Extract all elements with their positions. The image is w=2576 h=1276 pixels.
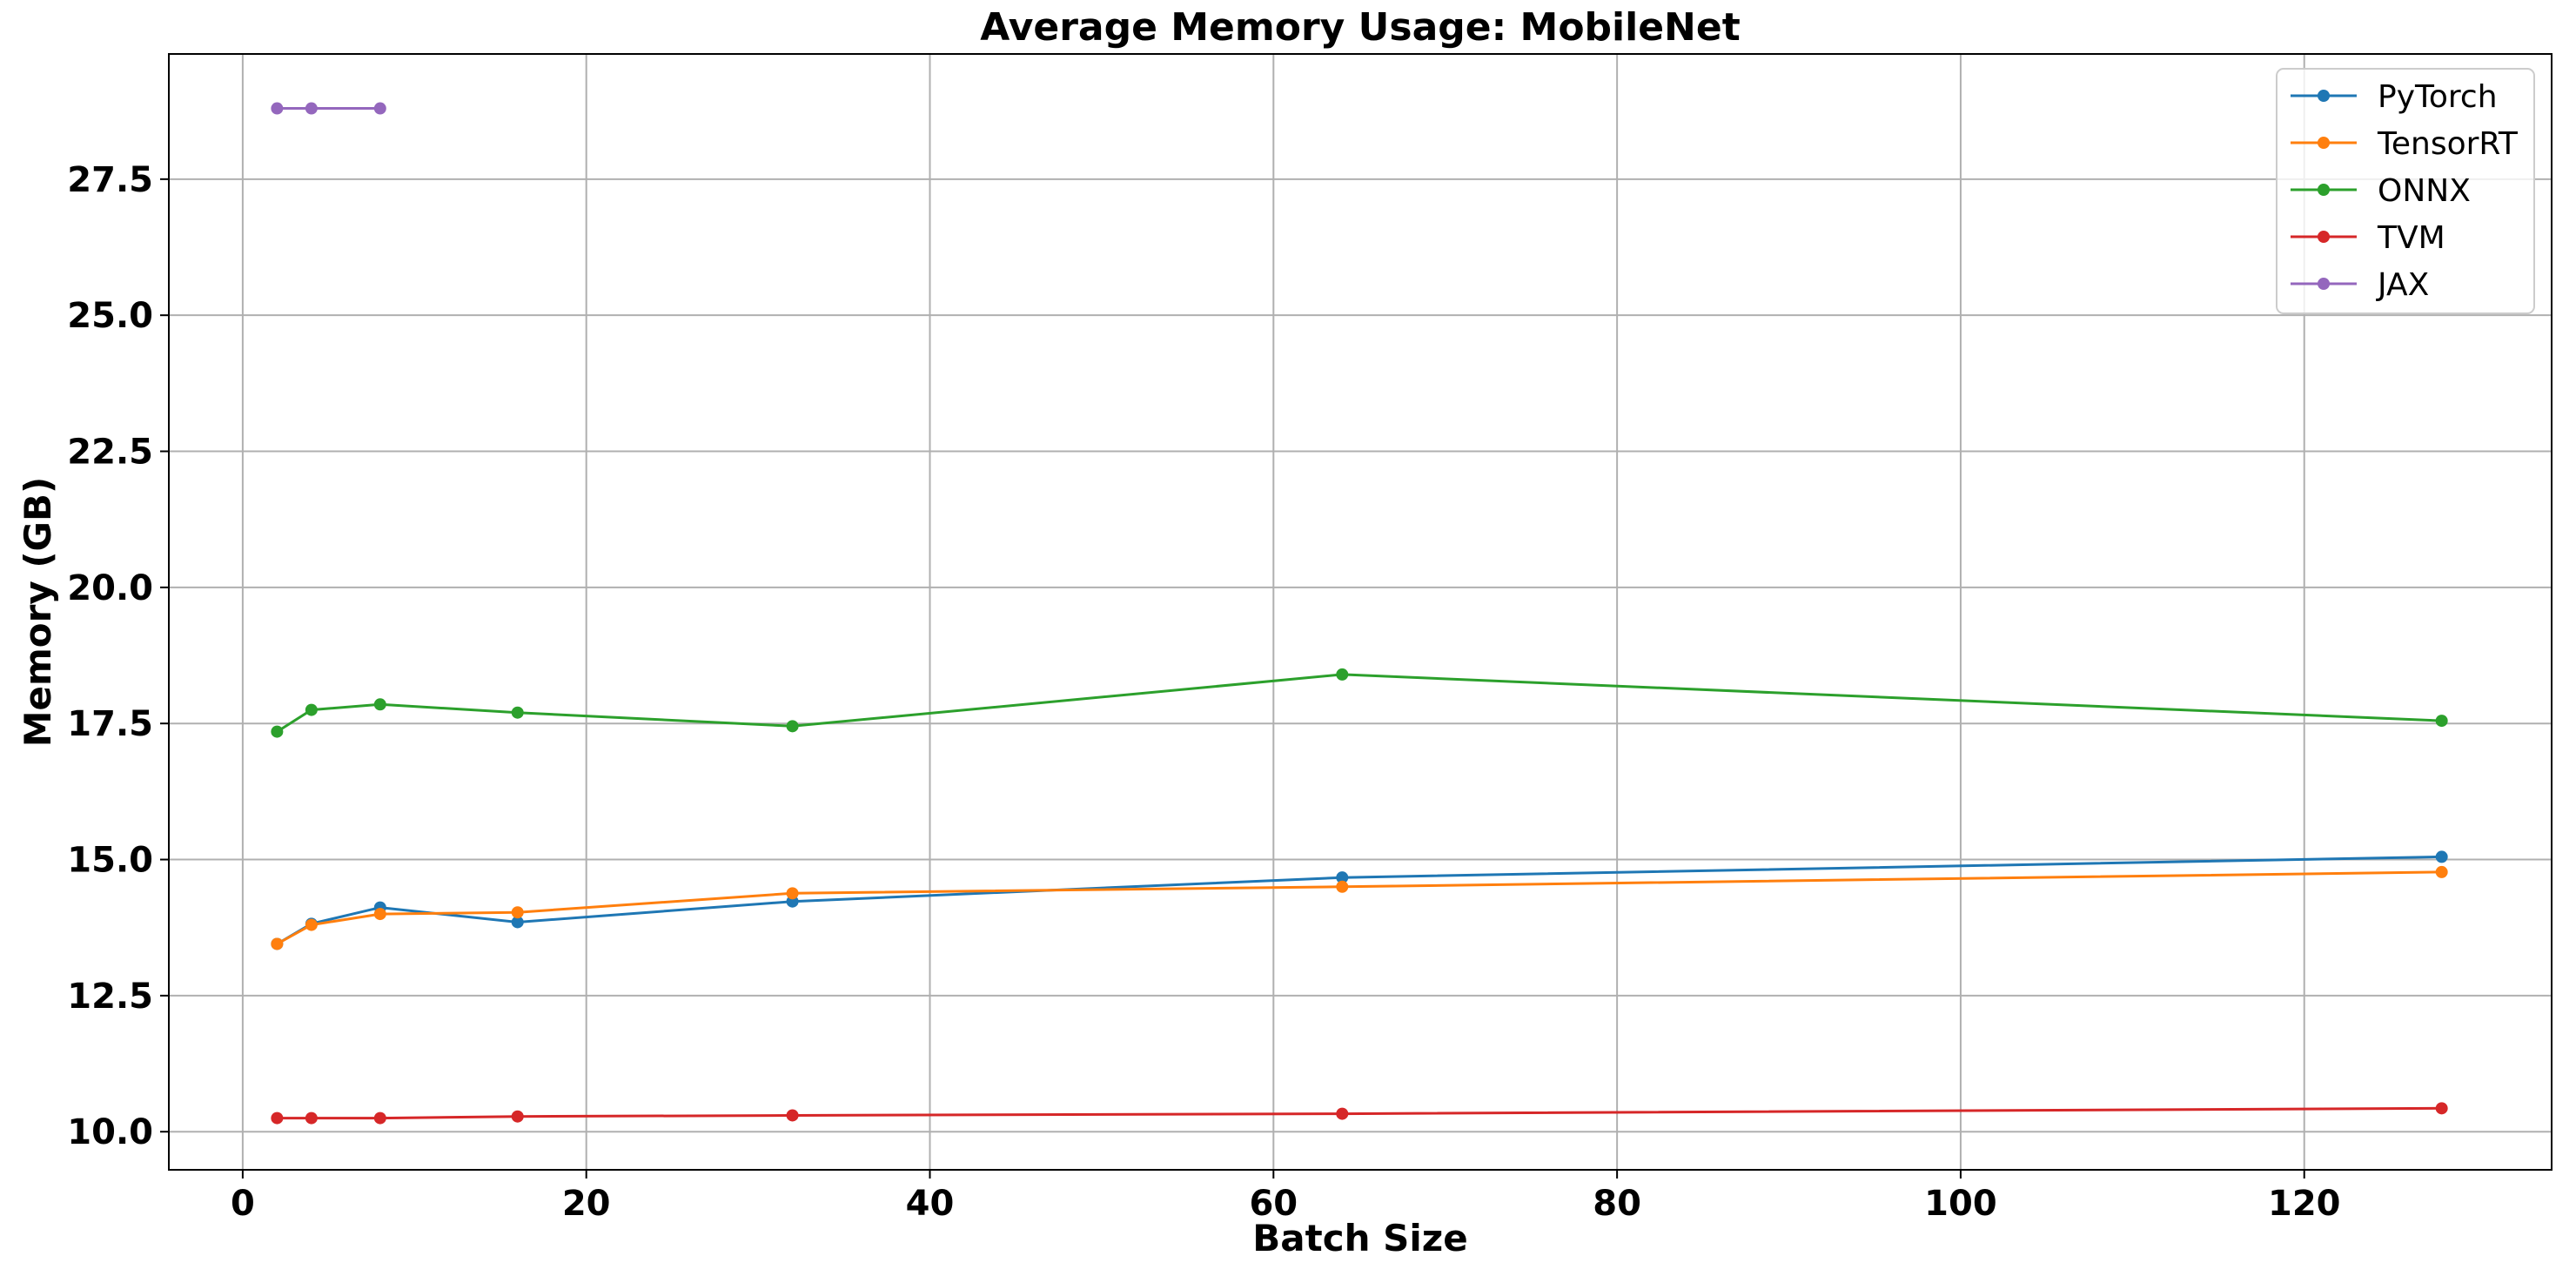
data-point-onnx xyxy=(786,720,799,733)
data-point-onnx xyxy=(305,703,318,716)
data-point-tensorrt xyxy=(271,937,284,950)
series-line-tensorrt xyxy=(276,870,2442,945)
data-point-onnx xyxy=(373,698,386,711)
legend-marker-jax xyxy=(2318,278,2330,290)
x-tick-label: 60 xyxy=(1249,1184,1298,1224)
data-point-onnx xyxy=(271,725,284,738)
data-point-tensorrt xyxy=(2435,865,2448,878)
data-point-tvm xyxy=(271,1111,284,1125)
x-tick-label: 40 xyxy=(906,1184,955,1224)
data-point-tvm xyxy=(1336,1107,1349,1120)
data-point-tensorrt xyxy=(305,918,318,931)
x-tick-label: 120 xyxy=(2268,1184,2341,1224)
legend-frame xyxy=(2276,68,2535,314)
legend: PyTorch TensorRT ONNX TVM JAX xyxy=(2276,68,2535,314)
data-point-tvm xyxy=(2435,1102,2448,1115)
x-tick-label: 100 xyxy=(1924,1184,1997,1224)
grid xyxy=(169,54,2552,1170)
legend-label-jax: JAX xyxy=(2376,267,2429,303)
legend-label-onnx: ONNX xyxy=(2378,173,2471,209)
data-point-jax xyxy=(305,102,318,115)
legend-label-tvm: TVM xyxy=(2377,220,2445,256)
data-point-pytorch xyxy=(1336,871,1349,884)
data-point-onnx xyxy=(511,706,524,719)
series-line-pytorch xyxy=(276,855,2442,945)
series-layer xyxy=(271,102,2448,1125)
data-point-jax xyxy=(373,102,386,115)
data-point-tensorrt xyxy=(786,887,799,900)
legend-entry-tensorrt: TensorRT xyxy=(2291,126,2519,162)
chart-title: Average Memory Usage: MobileNet xyxy=(980,5,1741,50)
x-tick-label: 0 xyxy=(231,1184,255,1224)
y-tick-label: 27.5 xyxy=(67,160,153,200)
series-tensorrt xyxy=(271,865,2448,950)
series-jax xyxy=(271,102,386,115)
series-line-tvm xyxy=(277,1106,2442,1120)
ticks: 0 20 40 60 80 100 120 10.0 12.5 15.0 17.5 20.0 22.5 2… xyxy=(67,160,2340,1224)
legend-marker-pytorch xyxy=(2318,90,2330,102)
series-tvm xyxy=(271,1102,2448,1125)
data-point-onnx xyxy=(1336,668,1349,681)
y-tick-label: 17.5 xyxy=(67,704,153,744)
legend-label-tensorrt: TensorRT xyxy=(2377,126,2519,162)
x-axis-label: Batch Size xyxy=(1252,1217,1467,1259)
data-point-tvm xyxy=(305,1111,318,1125)
legend-label-pytorch: PyTorch xyxy=(2378,79,2498,115)
data-point-tensorrt xyxy=(511,906,524,919)
data-point-pytorch xyxy=(511,916,524,929)
data-point-tensorrt xyxy=(1336,880,1349,893)
data-point-jax xyxy=(271,102,284,115)
data-point-onnx xyxy=(2435,715,2448,728)
data-point-tvm xyxy=(511,1110,524,1123)
y-axis-label: Memory (GB) xyxy=(17,477,59,748)
legend-marker-onnx xyxy=(2318,184,2330,196)
data-point-tensorrt xyxy=(373,908,386,921)
y-tick-label: 22.5 xyxy=(67,433,153,473)
data-point-pytorch xyxy=(2435,850,2448,863)
data-point-tvm xyxy=(373,1111,386,1125)
y-tick-label: 25.0 xyxy=(67,296,153,336)
data-point-tvm xyxy=(786,1109,799,1122)
legend-marker-tvm xyxy=(2318,231,2330,243)
x-tick-label: 20 xyxy=(562,1184,611,1224)
legend-marker-tensorrt xyxy=(2318,137,2330,149)
y-tick-label: 10.0 xyxy=(67,1112,153,1152)
y-tick-label: 15.0 xyxy=(67,841,153,881)
legend-entry-tvm: TVM xyxy=(2291,220,2445,256)
legend-entry-jax: JAX xyxy=(2291,267,2429,303)
y-tick-label: 12.5 xyxy=(67,977,153,1017)
x-tick-label: 80 xyxy=(1593,1184,1641,1224)
axes-frame xyxy=(168,53,2553,1171)
legend-entry-onnx: ONNX xyxy=(2291,173,2471,209)
series-onnx xyxy=(271,668,2448,738)
legend-entry-pytorch: PyTorch xyxy=(2291,79,2498,115)
series-pytorch xyxy=(271,850,2448,950)
y-tick-label: 20.0 xyxy=(67,568,153,608)
